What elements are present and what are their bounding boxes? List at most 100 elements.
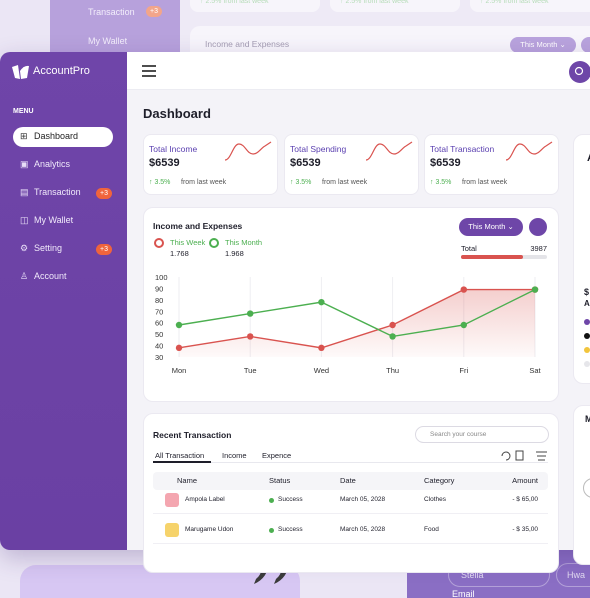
row-divider	[153, 543, 548, 544]
stat-growth: ↑ 3.5%	[430, 179, 452, 186]
data-point	[175, 321, 183, 329]
data-point	[531, 286, 539, 293]
y-tick-label: 80	[155, 296, 163, 305]
stat-title: Total Spending	[290, 144, 347, 154]
search-button[interactable]	[569, 61, 590, 83]
export-icon	[515, 450, 524, 461]
table-cell: March 05, 2028	[340, 496, 386, 503]
stat-note: from last week	[322, 179, 368, 186]
series-area	[179, 289, 535, 357]
legend-total: 1.768	[170, 249, 189, 258]
avatar	[165, 523, 179, 537]
menu-icon: ▤	[20, 187, 29, 197]
search-input[interactable]: Search your course	[415, 426, 549, 443]
stat-sparkline	[224, 141, 272, 161]
stat-title: Total Transaction	[430, 144, 495, 154]
bg-card	[470, 0, 590, 12]
menu-item[interactable]: Dashboard	[34, 131, 79, 141]
data-point	[460, 286, 467, 293]
bg-card	[330, 0, 460, 12]
column-header: Amount	[512, 476, 538, 485]
email-label: Email	[452, 589, 475, 598]
bg-button	[581, 37, 590, 53]
bg-badge: +3	[146, 6, 162, 17]
menu-item[interactable]: My Wallet	[34, 215, 74, 225]
chart-title: Income and Expenses	[153, 221, 243, 231]
y-tick-label: 40	[155, 342, 163, 351]
menu-badge: +3	[96, 188, 112, 199]
menu-icon: ◫	[20, 215, 29, 225]
legend-name: This Week	[170, 238, 206, 247]
column-header: Name	[177, 476, 198, 485]
x-tick-label: Tue	[244, 366, 257, 375]
menu-item[interactable]: Analytics	[34, 159, 71, 169]
status-dot	[269, 498, 274, 503]
table-cell: Clothes	[424, 496, 447, 503]
data-point	[318, 344, 325, 352]
table-cell: Food	[424, 526, 439, 533]
legend-name: This Month	[225, 238, 263, 247]
stat-value: $6539	[149, 157, 180, 169]
legend-dot	[584, 319, 590, 325]
legend-dot	[584, 333, 590, 339]
sparkline	[505, 141, 553, 161]
table-cell: Success	[278, 526, 303, 533]
total-label: Total	[461, 244, 477, 253]
sparkline	[365, 141, 413, 161]
side-letter: A	[587, 152, 590, 164]
stat-sparkline	[365, 141, 413, 161]
data-point	[247, 333, 254, 340]
stat-growth: ↑ 3.5%	[290, 179, 312, 186]
input-last[interactable]: Hwa	[556, 563, 590, 587]
y-tick-label: 50	[155, 330, 163, 339]
tab[interactable]: All Transaction	[155, 451, 205, 460]
tab[interactable]: Expence	[262, 451, 292, 460]
stat-note: from last week	[462, 179, 508, 186]
total-value: 3987	[530, 244, 547, 253]
tab[interactable]: Income	[222, 451, 247, 460]
bg-card-title: Income and Expenses	[205, 39, 290, 49]
menu-item[interactable]: Setting	[34, 243, 63, 253]
menu-icon: ▣	[20, 159, 29, 169]
more-button[interactable]	[529, 218, 547, 236]
column-header: Date	[340, 476, 356, 485]
menu-label: MENU	[13, 108, 34, 115]
table-header	[153, 472, 548, 490]
x-tick-label: Fri	[459, 366, 468, 375]
data-point	[460, 321, 467, 329]
side-card	[573, 405, 590, 565]
table-cell: March 05, 2028	[340, 526, 386, 533]
data-point	[389, 321, 396, 329]
bg-card	[190, 0, 320, 12]
side-letter: A	[584, 299, 590, 308]
side-letter: M	[585, 414, 590, 424]
table-cell: Ampola Label	[185, 496, 225, 503]
stat-note: from last week	[181, 179, 227, 186]
logo-shape	[12, 65, 20, 79]
menu-item[interactable]: Account	[34, 271, 67, 281]
bg-menu-item: My Wallet	[88, 36, 128, 46]
brand: AccountPro	[33, 65, 90, 77]
avatar	[165, 493, 179, 507]
legend-dot	[584, 361, 590, 367]
x-tick-label: Wed	[314, 366, 329, 375]
stat-growth: ↑ 3.5%	[149, 179, 171, 186]
legend-marker	[154, 238, 164, 248]
transactions-card	[143, 413, 559, 573]
period-button[interactable]: This Month ⌄	[459, 218, 523, 236]
stat-card	[143, 134, 278, 195]
menu-active[interactable]	[13, 127, 113, 147]
menu-icon: ⚙	[20, 243, 29, 253]
row-divider	[153, 513, 548, 514]
menu-badge: +3	[96, 244, 112, 255]
line-chart: 30 40 50 60 70 80 90 100 Mon Tue Wed Thu Fri Sat	[155, 273, 542, 375]
data-point	[175, 344, 183, 352]
menu-item[interactable]: Transaction	[34, 187, 81, 197]
y-tick-label: 100	[155, 273, 168, 282]
menu-button	[142, 65, 156, 77]
bg-menu-item: Transaction	[88, 7, 135, 17]
page-title: Dashboard	[143, 106, 211, 121]
search-icon	[574, 66, 584, 76]
stat-title: Total Income	[149, 144, 198, 154]
data-point	[247, 310, 254, 317]
